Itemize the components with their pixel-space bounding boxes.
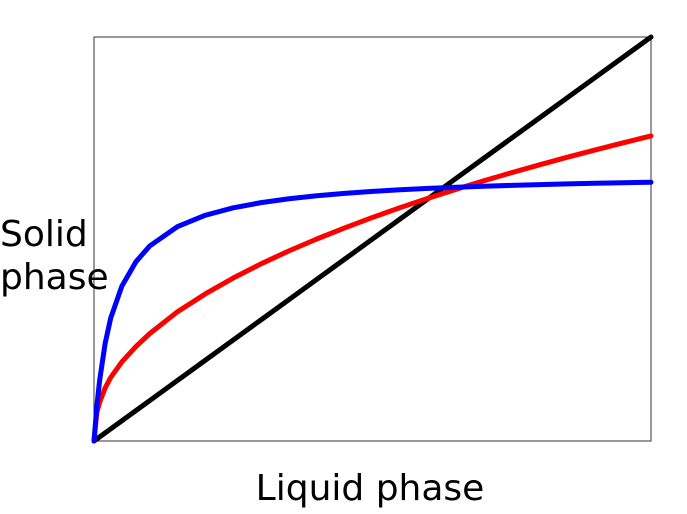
y-axis-label: Solid phase — [0, 214, 109, 298]
series-layer — [91, 34, 654, 444]
series-red-curve — [91, 133, 654, 444]
x-axis-label: Liquid phase — [256, 468, 485, 509]
y-axis-label-line-2: phase — [0, 257, 109, 298]
plot-frame — [93, 36, 652, 442]
y-axis-label-line-1: Solid — [0, 214, 88, 255]
series-blue-curve — [91, 179, 654, 444]
series-black-line — [91, 34, 654, 444]
